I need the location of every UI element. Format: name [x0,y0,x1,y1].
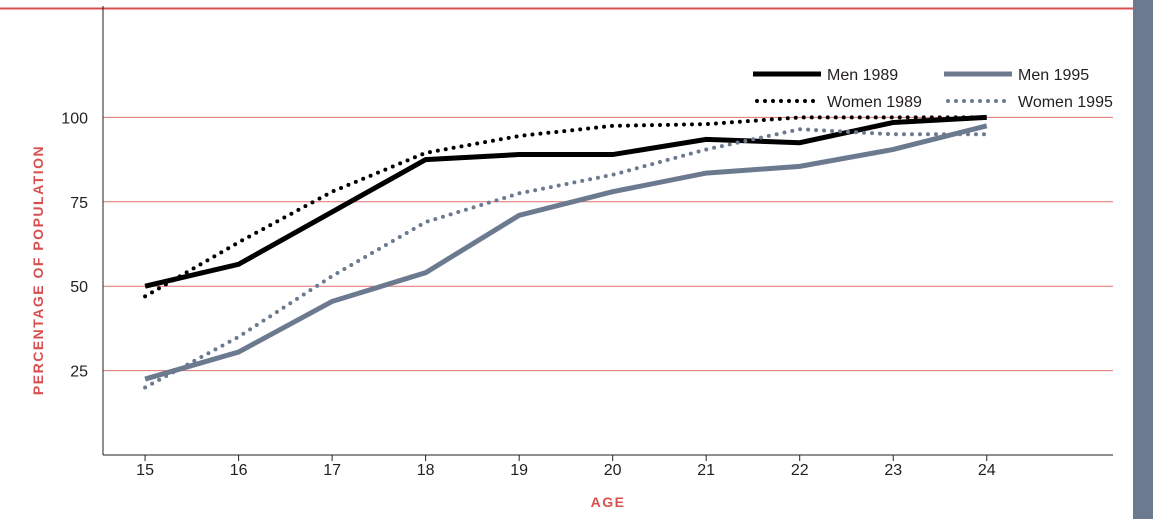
y-axis-title: PERCENTAGE OF POPULATION [30,145,46,395]
grid-lines [103,116,1113,372]
legend-label-men-1995: Men 1995 [1018,67,1089,84]
y-tick-label-75: 75 [70,195,88,212]
x-tick-label-16: 16 [230,462,248,479]
x-tick-label-24: 24 [978,462,996,479]
y-axis-ticks: 25 50 75 100 [61,110,88,380]
legend-label-men-1989: Men 1989 [827,67,898,84]
x-tick-label-23: 23 [884,462,902,479]
x-tick-label-19: 19 [510,462,528,479]
x-axis-ticks: 15 16 17 18 19 20 21 22 23 24 [136,455,996,479]
y-tick-label-100: 100 [61,110,88,127]
series-lines [143,114,989,390]
legend-label-women-1995: Women 1995 [1018,94,1113,111]
x-tick-label-21: 21 [697,462,715,479]
x-tick-label-20: 20 [604,462,622,479]
legend-label-women-1989: Women 1989 [827,94,922,111]
series-women-1995 [143,127,989,390]
side-bar [1133,0,1153,519]
legend: Men 1989 Women 1989 Men 1995 Women 1995 [753,67,1113,111]
y-tick-label-50: 50 [70,279,88,296]
x-axis-title: AGE [591,494,626,510]
series-women-1989 [143,115,989,299]
x-tick-label-15: 15 [136,462,154,479]
x-tick-label-22: 22 [791,462,809,479]
x-tick-label-18: 18 [417,462,435,479]
x-tick-label-17: 17 [323,462,341,479]
series-men-1995 [144,123,988,382]
y-tick-label-25: 25 [70,364,88,381]
